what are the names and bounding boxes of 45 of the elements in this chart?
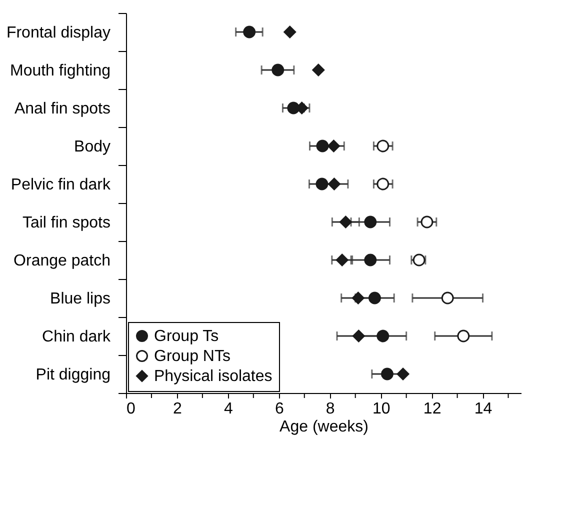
x-tick-label: 4: [224, 400, 233, 418]
x-tick-label: 8: [326, 400, 335, 418]
point: [457, 330, 470, 342]
point: [352, 330, 365, 342]
y-tick-label: Tail fin spots: [22, 214, 110, 232]
point: [352, 292, 364, 304]
x-tick-label: 6: [274, 400, 284, 418]
x-axis-title: Age (weeks): [280, 418, 368, 436]
y-tick-label: Blue lips: [50, 290, 110, 308]
y-tick-label: Orange patch: [14, 252, 110, 270]
point: [380, 368, 394, 380]
y-tick-label: Anal fin spots: [14, 100, 110, 118]
point: [376, 330, 390, 342]
x-tick-label: 2: [173, 400, 182, 418]
point: [316, 140, 329, 152]
point: [339, 216, 352, 228]
legend-label: Group Ts: [154, 328, 219, 345]
y-tick-label: Pit digging: [36, 366, 110, 384]
point: [364, 254, 377, 266]
point: [420, 216, 434, 228]
y-tick-label: Pelvic fin dark: [10, 176, 112, 194]
point: [376, 178, 390, 190]
point: [336, 254, 348, 266]
y-tick-label: Chin dark: [42, 328, 112, 346]
point: [368, 292, 381, 304]
point: [316, 178, 328, 190]
point: [441, 292, 454, 304]
x-tick-label: 10: [372, 400, 390, 418]
x-tick-label: 12: [423, 400, 442, 418]
x-tick-label: 14: [474, 400, 492, 418]
point: [312, 64, 325, 76]
legend-label: Physical isolates: [154, 368, 272, 385]
point: [376, 140, 390, 152]
y-tick-label: Body: [74, 138, 110, 156]
point: [396, 368, 410, 380]
point: [272, 64, 284, 76]
point: [328, 178, 340, 190]
point: [364, 216, 377, 228]
point: [243, 26, 256, 38]
y-tick-label: Frontal display: [6, 24, 110, 42]
x-tick-label: 0: [126, 400, 136, 418]
point: [284, 26, 296, 38]
y-tick-label: Mouth fighting: [10, 62, 110, 80]
legend-label: Group NTs: [154, 348, 230, 365]
point: [327, 140, 340, 152]
